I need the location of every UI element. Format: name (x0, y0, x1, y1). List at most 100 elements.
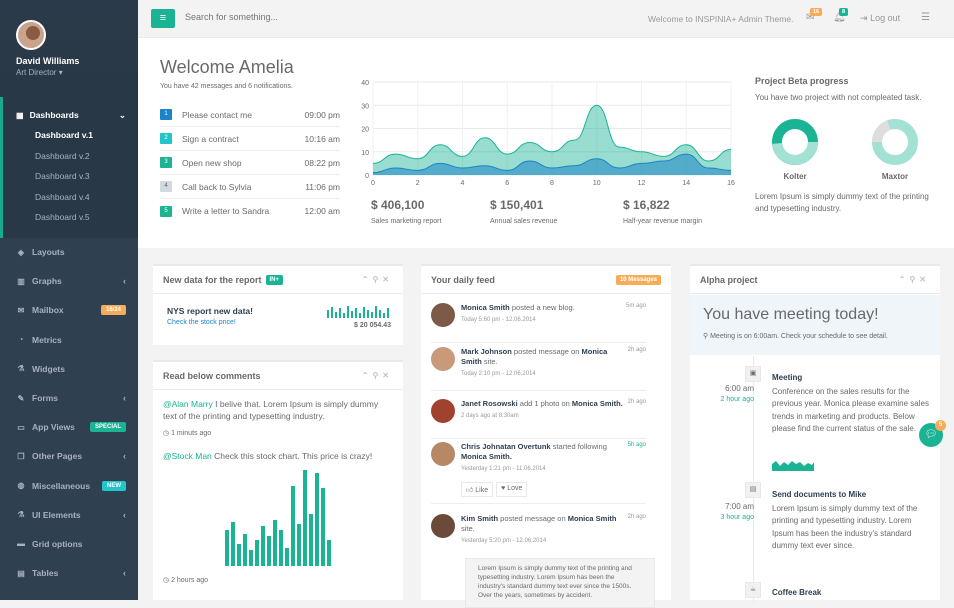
y-tick-label: 30 (361, 103, 369, 110)
alpha-project-panel: Alpha project ⌃⚲✕ You have meeting today!… (690, 264, 940, 602)
clock-icon: ◷ (163, 577, 170, 584)
mention-link[interactable]: @Alan Marry (163, 399, 213, 409)
avatar[interactable] (16, 20, 46, 50)
sign-out-icon: ⇥ (860, 13, 868, 23)
todo-item[interactable]: 2 Sign a contract 10:16 am (160, 127, 340, 151)
series-area-1 (373, 105, 731, 175)
todo-text: Call back to Sylvia (182, 181, 252, 192)
sidebar-item-mailbox[interactable]: ✉ Mailbox 16/24 (0, 296, 138, 325)
desktop-icon: ▭ (17, 422, 25, 432)
chevron-up-icon[interactable]: ⌃ (361, 275, 373, 284)
bell-icon[interactable]: 🔔︎ (833, 12, 846, 23)
close-icon[interactable]: ✕ (382, 275, 393, 284)
panel-header: New data for the report IN+ ⌃⚲✕ (153, 266, 403, 294)
todo-number: 4 (160, 181, 172, 192)
sidebar-item-miscellaneous[interactable]: ◍ Miscellaneous NEW (0, 471, 138, 500)
feed-quote: Lorem Ipsum is simply dummy text of the … (465, 558, 655, 608)
avatar[interactable] (431, 442, 455, 466)
envelope-icon[interactable]: ✉ (806, 12, 815, 23)
chevron-left-icon: ‹ (123, 568, 126, 579)
todo-item[interactable]: 3 Open new shop 08:22 pm (160, 151, 340, 175)
panel-tools: ⌃⚲✕ (362, 371, 393, 380)
sidebar-item-app-views[interactable]: ▭ App Views SPECIAL (0, 413, 138, 442)
love-button[interactable]: ♥ Love (496, 482, 528, 497)
todo-item[interactable]: 5 Write a letter to Sandra 12:00 am (160, 199, 340, 223)
tasks-icon[interactable]: ☰ (921, 12, 930, 23)
stock-link[interactable]: Check the stock price! (167, 319, 236, 326)
sidebar-item-widgets[interactable]: ⚗ Widgets (17, 363, 65, 374)
panel-title: Alpha project (700, 274, 758, 285)
feed-item[interactable]: Janet Rosowski add 1 photo on Monica Smi… (431, 399, 646, 439)
sidebar-item-grid-options[interactable]: ▬ Grid options (17, 538, 83, 549)
messages-badge: 10 Messages (615, 274, 661, 285)
x-tick-label: 16 (727, 180, 735, 187)
coffee-icon: ☕︎ (745, 582, 761, 598)
project-donuts: Kolter Maxtor (772, 119, 918, 181)
sidebar-item-tables[interactable]: ▤ Tables ‹ (17, 568, 126, 579)
logout-link[interactable]: ⇥ Log out (860, 13, 901, 23)
welcome-subtitle: You have 42 messages and 6 notifications… (160, 83, 293, 90)
close-icon[interactable]: ✕ (919, 275, 930, 284)
panel-tools: ⌃⚲✕ (899, 275, 930, 284)
chevron-up-icon[interactable]: ⌃ (361, 371, 373, 380)
panel-header: Read below comments ⌃⚲✕ (153, 362, 403, 390)
sidebar-subitem[interactable]: Dashboard v.5 (35, 212, 90, 223)
sidebar-subitem[interactable]: Dashboard v.1 (35, 130, 93, 141)
sidebar-item-ui-elements[interactable]: ⚗ UI Elements ‹ (17, 509, 126, 520)
welcome-section: Welcome Amelia You have 42 messages and … (138, 38, 954, 248)
wrench-icon[interactable]: ⚲ (372, 371, 383, 380)
search-input[interactable] (185, 12, 385, 22)
wrench-icon[interactable]: ⚲ (909, 275, 920, 284)
mention-link[interactable]: @Stock Man (163, 451, 212, 461)
comments-icon: 💬︎ (924, 429, 938, 440)
sidebar-subitem[interactable]: Dashboard v.2 (35, 150, 90, 161)
heart-icon: ♥ (501, 485, 506, 492)
feed-item[interactable]: Monica Smith posted a new blog. Today 5:6… (431, 303, 646, 343)
thumbs-up-icon: 👍︎ (466, 487, 474, 494)
avatar[interactable] (431, 347, 455, 371)
timeline-entry: Send documents to Mike Lorem Ipsum is sim… (772, 490, 918, 550)
todo-item[interactable]: 4 Call back to Sylvia 11:06 pm (160, 175, 340, 199)
feed-ago: 2h ago (627, 347, 646, 353)
sidebar-subitem[interactable]: Dashboard v.3 (35, 171, 90, 182)
profile-name[interactable]: David Williams (16, 56, 80, 66)
feed-item[interactable]: Chris Johnatan Overtunk started followin… (431, 442, 646, 504)
map-marker-icon: ⚲ (703, 333, 709, 340)
chevron-left-icon: ‹ (123, 451, 126, 462)
sidebar-item-other-pages[interactable]: ❐ Other Pages ‹ (17, 451, 126, 462)
x-tick-label: 12 (638, 180, 646, 187)
avatar[interactable] (431, 514, 455, 538)
sidebar-item-layouts[interactable]: ◈ Layouts (17, 247, 65, 258)
sidebar-item-graphs[interactable]: ▥ Graphs ‹ (17, 276, 126, 287)
feed-text: Mark Johnson posted message on Monica Sm… (461, 347, 608, 377)
timeline-line (753, 356, 754, 602)
profile-role[interactable]: Art Director ▾ (16, 68, 63, 77)
sidebar-item-dashboards[interactable]: ▦ Dashboards ⌄ (16, 109, 126, 121)
todo-text: Please contact me (182, 109, 252, 120)
sidebar-item-metrics[interactable]: ◔ Metrics (0, 325, 138, 354)
avatar[interactable] (431, 399, 455, 423)
todo-item[interactable]: 1 Please contact me 09:00 pm (160, 103, 340, 127)
project-progress: Project Beta progress You have two proje… (755, 76, 940, 215)
feed-item[interactable]: Mark Johnson posted message on Monica Sm… (431, 347, 646, 391)
y-tick-label: 40 (361, 80, 369, 87)
stat-label: Sales marketing report (371, 218, 442, 225)
sidebar-item-forms[interactable]: ✎ Forms ‹ (17, 393, 126, 404)
close-icon[interactable]: ✕ (382, 371, 393, 380)
like-button[interactable]: 👍︎ Like (461, 482, 494, 497)
feed-ago: 2h ago (627, 399, 646, 405)
feed-item[interactable]: Kim Smith posted message on Monica Smith… (431, 514, 655, 608)
menu-toggle-button[interactable]: ≡ (151, 9, 175, 28)
report-panel: New data for the report IN+ ⌃⚲✕ NYS report… (153, 264, 403, 345)
todo-time: 12:00 am (304, 206, 340, 216)
clock-icon: ◷ (163, 430, 170, 437)
mail-count-badge: 16 (810, 8, 823, 16)
wrench-icon[interactable]: ⚲ (372, 275, 383, 284)
series-area-2 (373, 154, 731, 175)
reaction-buttons: 👍︎ Like ♥ Love (461, 482, 528, 497)
new-badge: NEW (102, 480, 126, 491)
todo-text: Write a letter to Sandra (182, 206, 270, 216)
sidebar-subitem[interactable]: Dashboard v.4 (35, 191, 90, 202)
avatar[interactable] (431, 303, 455, 327)
chevron-up-icon[interactable]: ⌃ (898, 275, 910, 284)
